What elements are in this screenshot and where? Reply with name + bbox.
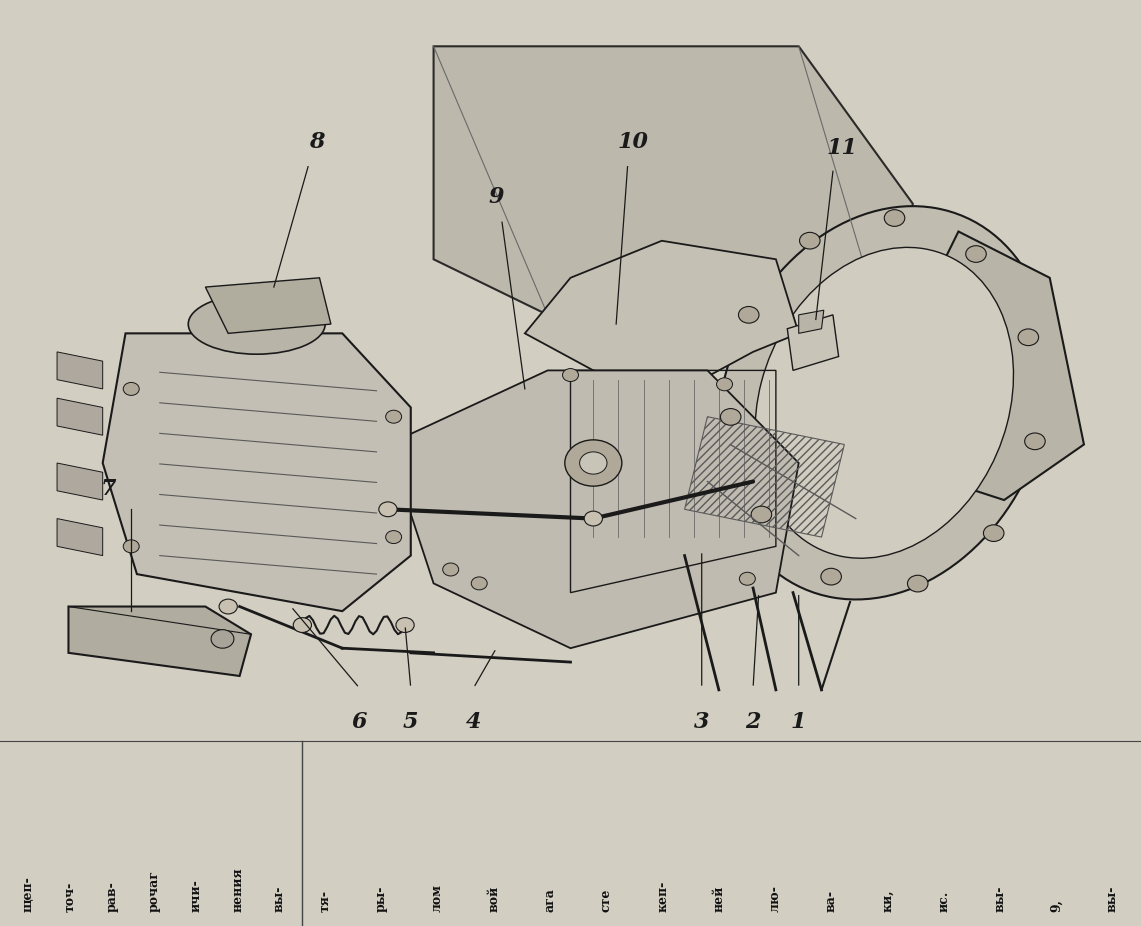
Text: 9,: 9, (1050, 899, 1062, 912)
Text: ис.: ис. (937, 891, 950, 912)
Circle shape (720, 408, 741, 425)
Polygon shape (57, 398, 103, 435)
Polygon shape (205, 278, 331, 333)
Text: ичи-: ичи- (189, 880, 202, 912)
Text: 7: 7 (100, 478, 116, 500)
Circle shape (751, 507, 771, 523)
Circle shape (800, 232, 820, 249)
Text: лом: лом (431, 884, 444, 912)
Text: 2: 2 (745, 711, 761, 733)
Text: нения: нения (232, 868, 244, 912)
Text: 4: 4 (466, 711, 482, 733)
Text: 1: 1 (791, 711, 807, 733)
Circle shape (580, 452, 607, 474)
Polygon shape (388, 370, 799, 648)
Circle shape (443, 563, 459, 576)
Circle shape (884, 209, 905, 226)
Circle shape (739, 572, 755, 585)
Text: 11: 11 (826, 137, 858, 159)
Circle shape (396, 618, 414, 632)
Polygon shape (57, 463, 103, 500)
Polygon shape (57, 519, 103, 556)
Text: 9: 9 (488, 186, 504, 208)
Circle shape (717, 378, 733, 391)
Text: лю-: лю- (769, 885, 782, 912)
Text: вой: вой (487, 886, 501, 912)
Circle shape (965, 245, 986, 262)
Circle shape (386, 410, 402, 423)
Circle shape (563, 369, 578, 382)
Text: 6: 6 (351, 711, 367, 733)
Polygon shape (787, 315, 839, 370)
Ellipse shape (755, 247, 1013, 558)
Text: ней: ней (712, 886, 726, 912)
Text: сте: сте (600, 889, 613, 912)
Text: вы-: вы- (273, 886, 286, 912)
Text: ры-: ры- (375, 886, 388, 912)
Text: ва-: ва- (825, 890, 837, 912)
Circle shape (123, 382, 139, 395)
Polygon shape (890, 232, 1084, 500)
Polygon shape (68, 607, 251, 676)
Circle shape (123, 540, 139, 553)
Ellipse shape (718, 206, 1051, 599)
Text: рочаг: рочаг (147, 870, 161, 912)
Polygon shape (434, 46, 913, 352)
Text: 8: 8 (309, 131, 325, 153)
Circle shape (471, 577, 487, 590)
Circle shape (219, 599, 237, 614)
Text: 5: 5 (403, 711, 419, 733)
Circle shape (584, 511, 602, 526)
Circle shape (386, 531, 402, 544)
Ellipse shape (188, 294, 325, 355)
Text: вы-: вы- (1106, 886, 1119, 912)
Text: ага: ага (543, 888, 557, 912)
Polygon shape (799, 310, 824, 333)
Circle shape (1018, 329, 1038, 345)
Circle shape (738, 307, 759, 323)
Circle shape (820, 569, 841, 585)
Circle shape (907, 575, 928, 592)
Polygon shape (525, 241, 799, 389)
Circle shape (211, 630, 234, 648)
Text: кеп-: кеп- (656, 881, 669, 912)
Text: точ-: точ- (64, 882, 76, 912)
Circle shape (984, 525, 1004, 542)
Polygon shape (57, 352, 103, 389)
Circle shape (565, 440, 622, 486)
Text: вы-: вы- (994, 886, 1006, 912)
Polygon shape (103, 333, 411, 611)
Text: 10: 10 (617, 131, 649, 153)
Circle shape (1025, 433, 1045, 450)
Text: щеп-: щеп- (22, 876, 35, 912)
Text: рав-: рав- (106, 882, 119, 912)
Text: 3: 3 (694, 711, 710, 733)
Text: ки,: ки, (881, 890, 895, 912)
Text: тя-: тя- (318, 890, 332, 912)
Circle shape (293, 618, 311, 632)
Circle shape (379, 502, 397, 517)
